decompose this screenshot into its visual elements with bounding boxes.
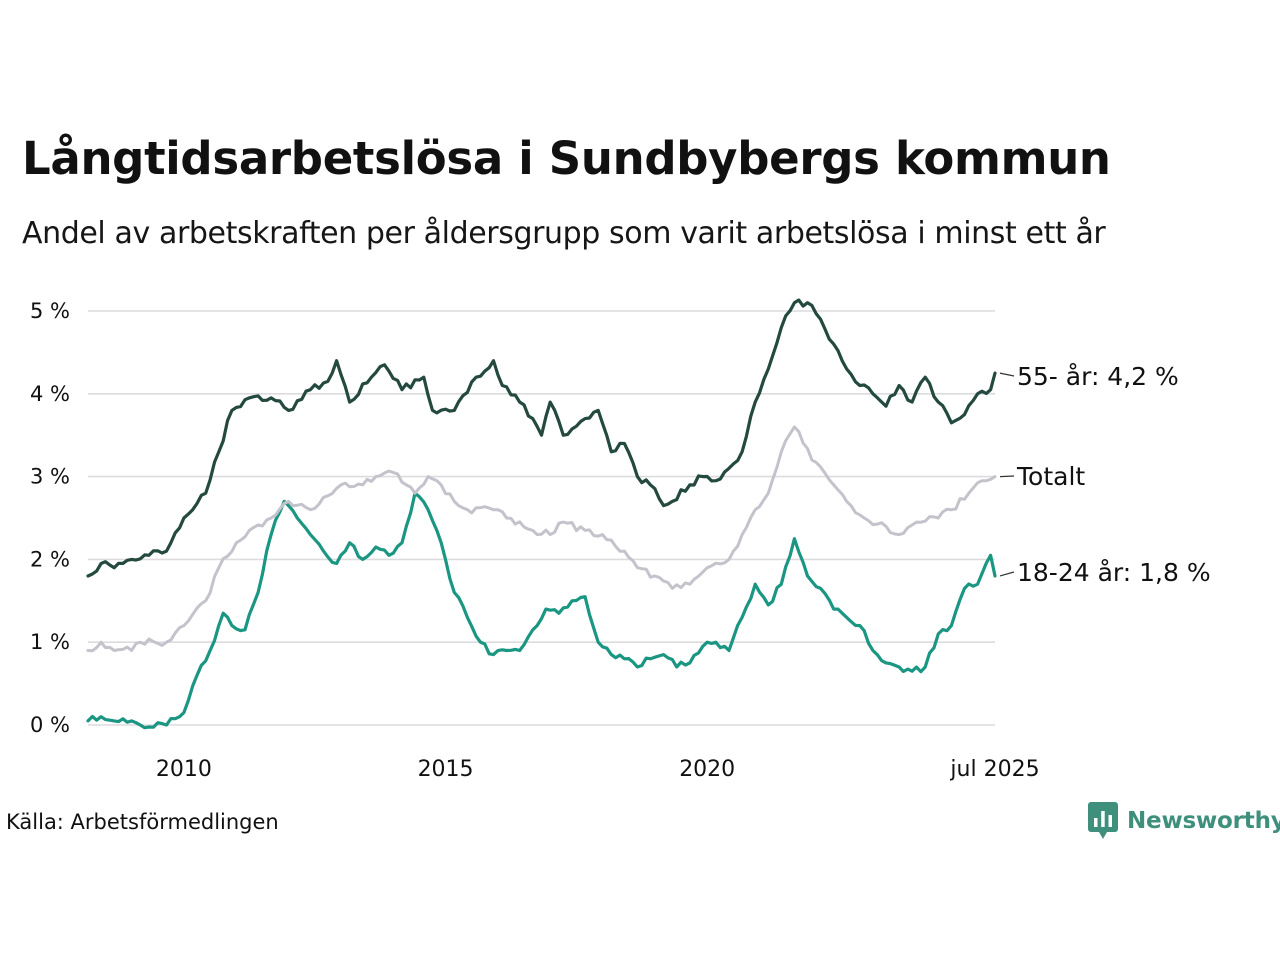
newsworthy-logo-text: Newsworthy	[1127, 808, 1280, 834]
x-tick-label: 2015	[418, 757, 474, 782]
end-label: 55- år: 4,2 %	[1017, 362, 1179, 391]
y-tick-label: 5 %	[30, 299, 70, 323]
y-tick-label: 4 %	[30, 382, 70, 406]
x-tick-label: jul 2025	[949, 757, 1039, 782]
chart-subtitle: Andel av arbetskraften per åldersgrupp s…	[22, 216, 1106, 251]
end-label-connector	[999, 571, 1015, 577]
series-line-totalt	[86, 425, 997, 653]
y-tick-label: 2 %	[30, 547, 70, 571]
chart-title: Långtidsarbetslösa i Sundbybergs kommun	[22, 132, 1111, 185]
newsworthy-logo-icon	[1088, 802, 1118, 839]
y-tick-label: 0 %	[30, 713, 70, 737]
series-line-55-r	[86, 298, 997, 578]
end-label: Totalt	[1016, 462, 1085, 491]
series-line-18-24-r	[86, 491, 997, 730]
end-label-connector	[999, 475, 1015, 478]
end-label: 18-24 år: 1,8 %	[1017, 558, 1211, 587]
x-tick-label: 2010	[156, 757, 212, 782]
y-tick-label: 3 %	[30, 465, 70, 489]
source-note: Källa: Arbetsförmedlingen	[6, 810, 279, 834]
end-label-connector	[999, 372, 1015, 377]
x-tick-label: 2020	[679, 757, 735, 782]
newsworthy-logo: Newsworthy	[1088, 802, 1280, 840]
y-tick-label: 1 %	[30, 630, 70, 654]
